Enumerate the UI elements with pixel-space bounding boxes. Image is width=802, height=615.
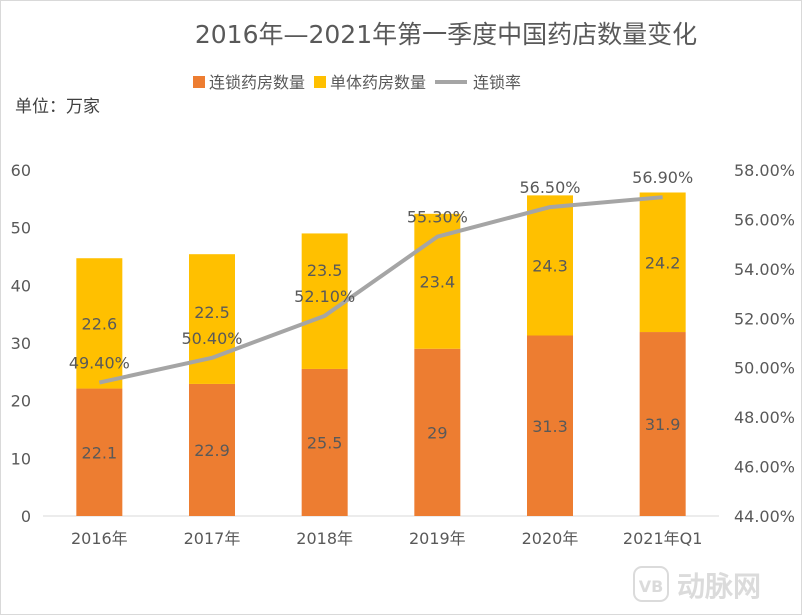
watermark-logo: VB [639, 577, 664, 596]
y2-tick-label: 46.00% [734, 458, 795, 477]
y2-tick-label: 50.00% [734, 359, 795, 378]
x-tick-label: 2018年 [296, 529, 353, 548]
y-tick-label: 50 [11, 219, 31, 238]
bar-chain [639, 332, 686, 516]
chart-title: 2016年—2021年第一季度中国药店数量变化 [195, 20, 697, 49]
watermark-text: 动脉网 [677, 570, 761, 603]
data-label-chain: 25.5 [307, 433, 343, 452]
data-label-rate: 52.10% [294, 287, 355, 306]
bar-independent [76, 258, 123, 389]
bar-chain [414, 348, 461, 516]
axes: 0 10 20 30 40 50 60 44.00% 46.00% 48.00% 50.00% 52.… [11, 161, 795, 548]
watermark-logo-icon [633, 566, 669, 602]
data-label-independent: 24.2 [645, 253, 681, 272]
data-label-independent: 24.3 [532, 256, 568, 275]
legend-label: 连锁药房数量 [209, 73, 305, 92]
data-label-chain: 29 [427, 423, 447, 442]
watermark: VB 动脉网 [633, 566, 761, 603]
x-tick-label: 2017年 [184, 529, 241, 548]
legend-swatch [314, 76, 326, 88]
y2-tick-label: 56.00% [734, 210, 795, 229]
bar-chain [301, 368, 348, 516]
data-label-independent: 22.6 [82, 314, 118, 333]
bar-independent [301, 233, 348, 369]
y-tick-label: 30 [11, 334, 31, 353]
data-label-rate: 50.40% [181, 329, 242, 348]
legend: 连锁药房数量 单体药房数量 连锁率 [193, 73, 521, 92]
data-label-independent: 23.4 [420, 272, 456, 291]
legend-label: 连锁率 [473, 73, 521, 92]
y2-tick-label: 58.00% [734, 161, 795, 180]
y-tick-label: 60 [11, 161, 31, 180]
bar-chain [527, 335, 573, 516]
line-chain-rate [98, 195, 663, 385]
data-label-rate: 56.90% [632, 168, 693, 187]
y2-tick-label: 52.00% [734, 309, 795, 328]
unit-label: 单位：万家 [15, 97, 100, 117]
x-tick-label: 2020年 [522, 529, 579, 548]
bar-chain [189, 383, 235, 516]
data-label-chain: 22.1 [82, 443, 118, 462]
x-tick-label: 2021年Q1 [623, 529, 703, 548]
y-tick-label: 0 [21, 507, 31, 526]
bars: 22.1 22.6 22.9 22.5 25.5 23.5 29 23.4 31.3 24.3 31… [76, 192, 686, 516]
x-tick-label: 2016年 [71, 529, 128, 548]
y-tick-label: 10 [11, 449, 31, 468]
y-tick-label: 40 [11, 276, 31, 295]
bar-independent [527, 195, 573, 336]
data-label-chain: 31.3 [532, 417, 568, 436]
y2-tick-label: 54.00% [734, 260, 795, 279]
bar-independent [639, 192, 686, 333]
legend-swatch [193, 76, 205, 88]
data-label-chain: 22.9 [194, 441, 230, 460]
legend-label: 单体药房数量 [330, 73, 426, 92]
data-label-chain: 31.9 [645, 415, 681, 434]
line-series: 49.40% 50.40% 52.10% 55.30% 56.50% 56.90% [69, 168, 693, 385]
data-label-rate: 56.50% [519, 178, 580, 197]
data-label-rate: 55.30% [407, 208, 468, 227]
bar-chain [76, 388, 123, 516]
x-tick-label: 2019年 [409, 529, 466, 548]
y-tick-label: 20 [11, 392, 31, 411]
data-label-independent: 23.5 [307, 261, 343, 280]
y2-tick-label: 48.00% [734, 408, 795, 427]
data-label-rate: 49.40% [69, 354, 130, 373]
data-label-independent: 22.5 [194, 303, 230, 322]
y2-tick-label: 44.00% [734, 507, 795, 526]
